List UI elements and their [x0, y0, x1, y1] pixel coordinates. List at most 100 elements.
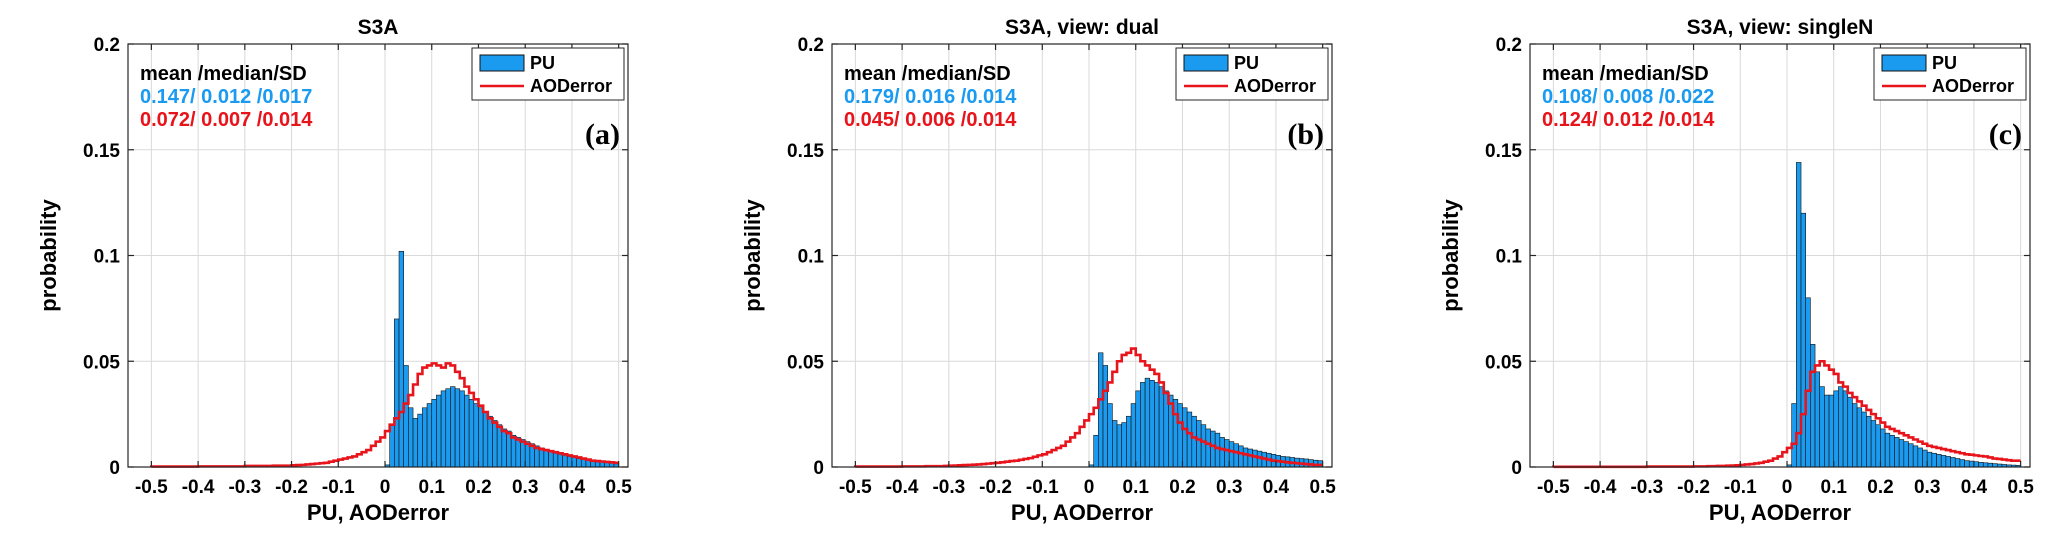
x-axis-label: PU, AODerror — [307, 500, 450, 525]
chart-panel-left: -0.5 -0.4 -0.3 -0.2 -0.1 0 0.1 0.2 0.3 0.4 0.5 0 0.0… — [36, 16, 632, 525]
bar — [571, 457, 577, 468]
x-axis-label: PU, AODerror — [1011, 500, 1154, 525]
bar — [1135, 390, 1141, 468]
bar — [1898, 439, 1905, 468]
x-tick-label: -0.1 — [1026, 477, 1059, 498]
x-tick-label: 0.4 — [1263, 477, 1290, 498]
bar — [557, 454, 563, 468]
bar — [1093, 434, 1099, 468]
x-tick-label: -0.5 — [1537, 477, 1570, 498]
x-tick-label: 0.5 — [1309, 477, 1336, 498]
bar — [1191, 415, 1197, 468]
bar — [1861, 411, 1867, 468]
bar — [1810, 344, 1816, 468]
bar — [1866, 415, 1872, 468]
stats-header: mean /median/SD — [140, 63, 307, 85]
bar — [450, 386, 456, 468]
bar — [1884, 432, 1891, 468]
bar — [464, 394, 470, 468]
x-tick-label: 0.1 — [419, 477, 446, 498]
bar — [473, 403, 479, 468]
stats-header: mean /median/SD — [844, 63, 1011, 85]
bar — [403, 365, 409, 468]
panel-label: (b) — [1287, 118, 1324, 151]
bar — [1154, 382, 1160, 468]
x-tick-label: -0.3 — [1630, 477, 1663, 498]
x-tick-label: -0.3 — [932, 477, 965, 498]
x-tick-label: -0.1 — [1724, 477, 1757, 498]
bar — [431, 399, 437, 468]
x-ticks: -0.5 -0.4 -0.3 -0.2 -0.1 0 0.1 0.2 0.3 0.4 0.5 — [839, 44, 1336, 498]
bar — [1870, 420, 1877, 468]
bar — [1126, 415, 1132, 468]
bar — [1940, 455, 1947, 468]
x-tick-label: 0.3 — [1914, 477, 1940, 498]
bar — [1842, 390, 1849, 468]
y-tick-label: 0.2 — [94, 35, 120, 56]
x-tick-label: -0.4 — [886, 477, 919, 498]
bar — [1912, 445, 1919, 468]
y-tick-label: 0.1 — [94, 247, 121, 268]
x-tick-label: 0.5 — [2007, 477, 2034, 498]
bar — [1880, 428, 1886, 468]
y-tick-label: 0.2 — [798, 35, 824, 56]
legend-label-pu: PU — [530, 53, 555, 73]
bar — [548, 451, 554, 468]
bar — [1242, 447, 1249, 468]
series-line-aoderror — [150, 362, 619, 468]
bar — [1224, 439, 1230, 468]
x-tick-label: -0.2 — [1677, 477, 1710, 498]
x-ticks: -0.5 -0.4 -0.3 -0.2 -0.1 0 0.1 0.2 0.3 0.4 0.5 — [135, 44, 632, 498]
chart-title: S3A, view: dual — [1005, 16, 1159, 39]
legend-label-pu: PU — [1932, 53, 1957, 73]
bar — [1950, 457, 1956, 468]
stats-pu: 0.108/ 0.008 /0.022 — [1542, 86, 1714, 108]
x-tick-label: 0.3 — [1216, 477, 1242, 498]
x-tick-label: 0.5 — [605, 477, 632, 498]
x-tick-label: -0.1 — [322, 477, 355, 498]
y-tick-label: 0.05 — [787, 352, 824, 373]
stats-aoderror: 0.045/ 0.006 /0.014 — [844, 109, 1017, 131]
bar — [1889, 434, 1895, 468]
bar — [408, 407, 414, 468]
bar — [1102, 365, 1109, 468]
x-tick-label: 0.1 — [1123, 477, 1150, 498]
bar — [445, 388, 451, 468]
y-tick-label: 0 — [813, 458, 824, 479]
bar — [1833, 390, 1839, 468]
y-ticks: 0 0.05 0.1 0.15 0.2 — [787, 35, 1332, 479]
y-tick-label: 0.05 — [1485, 352, 1522, 373]
bar — [454, 388, 461, 468]
y-tick-label: 0.15 — [787, 141, 824, 162]
series-pu — [384, 250, 619, 468]
x-tick-label: -0.2 — [275, 477, 308, 498]
bar — [1852, 403, 1858, 468]
legend-label-pu: PU — [1234, 53, 1259, 73]
y-tick-label: 0.05 — [83, 352, 120, 373]
bar — [552, 452, 559, 468]
legend-swatch-pu — [1183, 54, 1229, 72]
x-tick-label: -0.4 — [182, 477, 215, 498]
legend: PU AODerror — [1873, 47, 2027, 101]
bar — [1954, 458, 1961, 468]
x-tick-label: 0.1 — [1821, 477, 1848, 498]
legend-label-aoderror: AODerror — [1932, 76, 2014, 96]
bar — [1908, 443, 1914, 468]
bar — [459, 390, 465, 468]
bar — [501, 428, 507, 468]
bar — [1219, 437, 1225, 468]
bar — [1936, 454, 1942, 468]
bar — [1158, 386, 1165, 468]
bar — [1149, 379, 1155, 468]
bar — [1247, 448, 1253, 468]
bar — [1838, 386, 1844, 468]
bar — [1814, 371, 1821, 468]
stats-aoderror: 0.124/ 0.012 /0.014 — [1542, 109, 1715, 131]
y-tick-label: 0 — [1511, 458, 1522, 479]
bar — [1107, 403, 1113, 468]
bar — [1098, 352, 1104, 468]
bar — [1819, 386, 1825, 468]
x-tick-label: 0.2 — [1169, 477, 1195, 498]
bar — [562, 455, 568, 468]
y-tick-label: 0.2 — [1496, 35, 1522, 56]
